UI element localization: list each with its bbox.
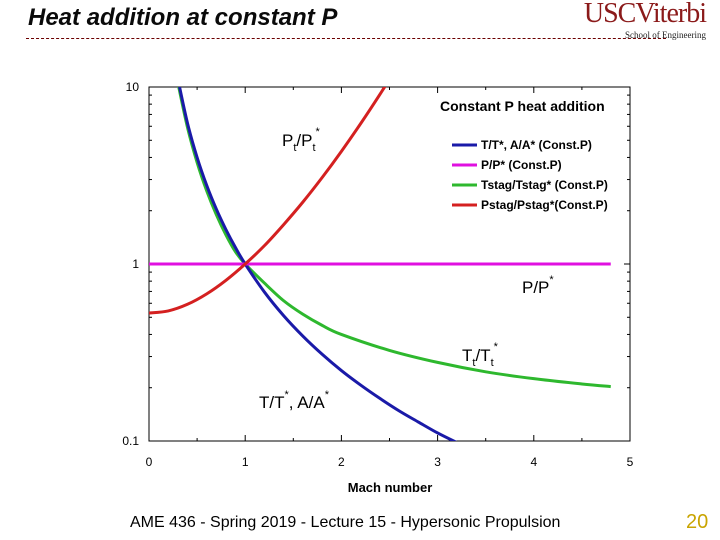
annotation-p-main: P/P: [522, 278, 549, 297]
annotation-tt: Tt/Tt*: [462, 341, 499, 369]
series-line-2: [177, 87, 611, 389]
legend-label-2: Tstag/Tstag* (Const.P): [481, 178, 608, 192]
axis-ticks: [148, 86, 631, 442]
annotation-tt-main: T: [462, 346, 472, 365]
x-axis-title: Mach number: [348, 480, 433, 495]
annotation-pt-sup: *: [316, 126, 321, 138]
annotation-t: T/T*, A/A*: [259, 389, 330, 412]
series-line-0: [178, 87, 458, 441]
annotation-t-main: T/T: [259, 393, 285, 412]
legend-label-1: P/P* (Const.P): [481, 158, 562, 172]
x-tick-label-4: 4: [530, 455, 537, 469]
annotation-tt-sub2: t: [491, 357, 494, 369]
logo-subtitle: School of Engineering: [625, 30, 706, 40]
annotation-t-mid: , A/A: [289, 393, 326, 412]
annotation-pt-sub: t: [293, 142, 296, 154]
logo-viterbi: Viterbi: [635, 0, 707, 29]
annotation-tt-slash: /T: [475, 346, 490, 365]
x-tick-label-2: 2: [338, 455, 345, 469]
annotation-t-sup2: *: [325, 389, 330, 401]
data-lines: [149, 87, 611, 441]
annotation-p: P/P*: [522, 274, 554, 297]
usc-viterbi-logo: USCViterbi: [583, 0, 707, 30]
x-tick-label-5: 5: [627, 455, 634, 469]
annotation-pt-main: P: [282, 131, 293, 150]
legend-title: Constant P heat addition: [440, 98, 605, 114]
slide-title: Heat addition at constant P: [28, 4, 338, 31]
annotation-pt-slash: /P: [296, 131, 312, 150]
footer-text: AME 436 - Spring 2019 - Lecture 15 - Hyp…: [130, 514, 561, 531]
annotation-p-sup: *: [549, 274, 554, 286]
x-tick-label-3: 3: [434, 455, 441, 469]
page-number: 20: [686, 511, 709, 533]
x-tick-label-0: 0: [146, 455, 153, 469]
annotation-tt-sup: *: [494, 341, 499, 353]
annotation-t-sup: *: [285, 389, 290, 401]
y-tick-label-1: 1: [132, 257, 139, 271]
x-tick-label-1: 1: [242, 455, 249, 469]
annotation-pt: Pt/Pt*: [282, 126, 321, 154]
annotation-tt-sub: t: [472, 357, 475, 369]
annotation-pt-sub2: t: [312, 142, 315, 154]
series-line-3: [149, 87, 387, 315]
y-tick-label-10: 10: [126, 80, 140, 94]
legend-label-0: T/T*, A/A* (Const.P): [481, 138, 592, 152]
legend: T/T*, A/A* (Const.P) P/P* (Const.P) Tstag/…: [452, 138, 608, 212]
title-divider: [26, 38, 666, 39]
y-tick-label-0.1: 0.1: [122, 434, 139, 448]
axis-tick-labels: 0 1 2 3 4 5 0.1 1 10: [122, 80, 633, 469]
legend-label-3: Pstag/Pstag*(Const.P): [481, 198, 608, 212]
logo-usc: USC: [583, 0, 636, 29]
